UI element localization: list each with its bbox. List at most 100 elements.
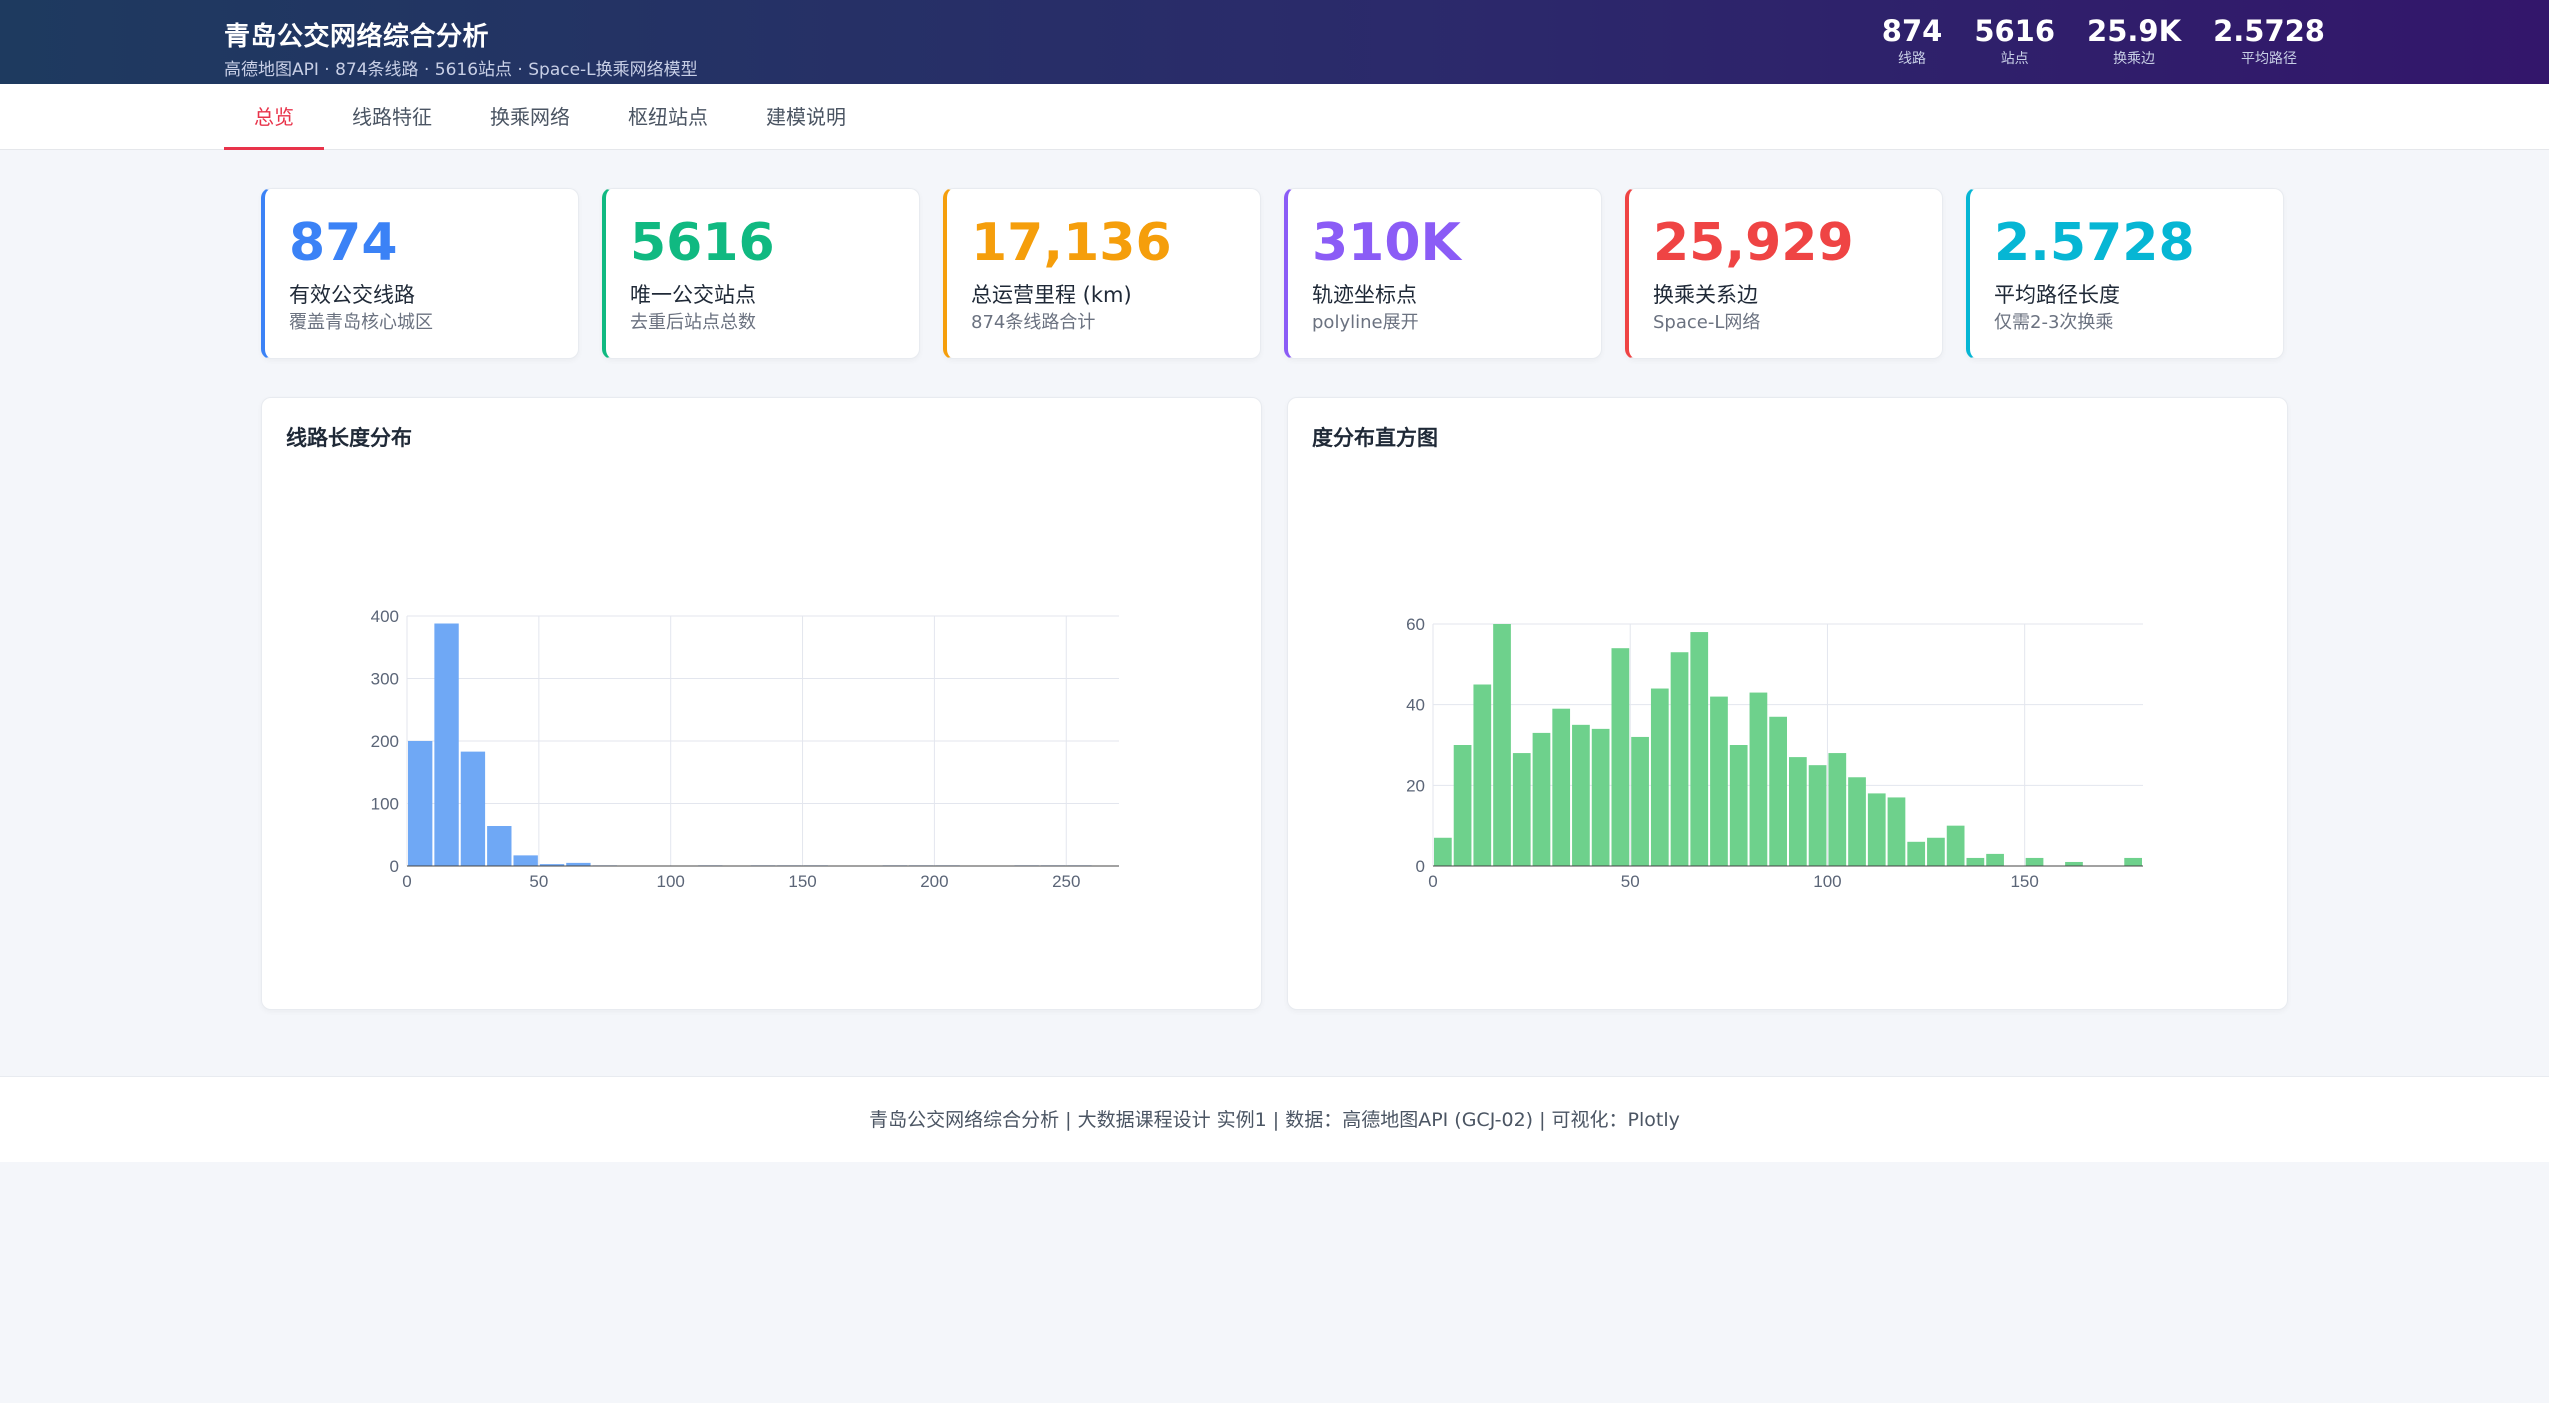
app-title: 青岛公交网络综合分析 <box>224 22 490 52</box>
histogram-bar[interactable] <box>1848 777 1866 866</box>
histogram-bar[interactable] <box>1670 652 1689 866</box>
histogram-bar[interactable] <box>513 855 538 866</box>
panel-title: 度分布直方图 <box>1312 426 1438 450</box>
histogram-bar[interactable] <box>1808 765 1827 866</box>
histogram-bar[interactable] <box>1729 745 1748 866</box>
tab-hub-stations[interactable]: 枢纽站点 <box>628 105 708 129</box>
header-stat-label: 换乘边 <box>2113 51 2156 67</box>
y-tick-label: 0 <box>1416 857 1425 876</box>
tab-transfer-network[interactable]: 换乘网络 <box>490 105 570 129</box>
panel-title: 线路长度分布 <box>286 426 412 450</box>
stat-card-subtext: 去重后站点总数 <box>630 312 756 333</box>
stat-card-subtext: polyline展开 <box>1312 312 1419 333</box>
header-stat-routes: 874 线路 <box>1882 14 1943 68</box>
stat-card-trajectory-points: 310K 轨迹坐标点 polyline展开 <box>1284 188 1602 359</box>
histogram-bar[interactable] <box>566 862 591 866</box>
histogram-bar[interactable] <box>487 826 512 866</box>
header-stat-edges: 25.9K 换乘边 <box>2087 14 2181 68</box>
histogram-bar[interactable] <box>2065 861 2083 866</box>
stat-card-value: 874 <box>289 213 398 273</box>
histogram-bar[interactable] <box>1749 692 1768 866</box>
histogram-bar[interactable] <box>1572 724 1590 866</box>
histogram-bar[interactable] <box>460 751 486 866</box>
histogram-bar[interactable] <box>539 864 565 866</box>
histogram-bar[interactable] <box>1650 688 1669 866</box>
header-stat-value: 2.5728 <box>2213 14 2325 48</box>
histogram-bar[interactable] <box>1631 736 1649 866</box>
histogram-bar[interactable] <box>1907 841 1926 866</box>
header-stat-value: 5616 <box>1974 14 2056 48</box>
stat-card-subtext: 874条线路合计 <box>971 312 1096 333</box>
stat-card-subtext: 仅需2-3次换乘 <box>1994 312 2114 333</box>
histogram-bar[interactable] <box>1946 825 1965 866</box>
histogram-bar[interactable] <box>1611 648 1630 866</box>
histogram-bar[interactable] <box>1512 753 1531 866</box>
brand: 青岛公交网络综合分析 高德地图API · 874条线路 · 5616站点 · S… <box>224 16 698 80</box>
stat-card-label: 平均路径长度 <box>1994 283 2120 307</box>
header-stat-value: 874 <box>1881 14 1943 48</box>
y-tick-label: 300 <box>371 670 399 689</box>
histogram-bar[interactable] <box>1552 708 1571 866</box>
histogram-bar[interactable] <box>1769 716 1787 866</box>
degree-distribution-histogram[interactable]: 0 20 40 60 0 50 100 150 <box>1288 398 2289 1011</box>
histogram-bar[interactable] <box>1690 632 1709 866</box>
degree-distribution-panel: 度分布直方图 0 20 40 60 0 50 100 150 <box>1287 397 2288 1010</box>
stat-card-label: 有效公交线路 <box>289 283 415 307</box>
histogram-bar[interactable] <box>1828 753 1847 866</box>
app-header: 青岛公交网络综合分析 高德地图API · 874条线路 · 5616站点 · S… <box>0 0 2549 84</box>
header-stat-label: 平均路径 <box>2241 51 2298 67</box>
page-footer: 青岛公交网络综合分析 | 大数据课程设计 实例1 | 数据：高德地图API (G… <box>0 1076 2549 1162</box>
histogram-bar[interactable] <box>2025 857 2044 866</box>
histogram-bar[interactable] <box>1867 793 1886 866</box>
stat-card-value: 17,136 <box>971 213 1172 273</box>
histogram-bar[interactable] <box>1493 624 1511 866</box>
stat-card-mileage: 17,136 总运营里程 (km) 874条线路合计 <box>943 188 1261 359</box>
tab-modeling-notes[interactable]: 建模说明 <box>766 105 846 129</box>
stat-card-routes: 874 有效公交线路 覆盖青岛核心城区 <box>261 188 579 359</box>
x-tick-label: 0 <box>1428 872 1437 891</box>
header-stat-label: 线路 <box>1898 51 1927 67</box>
route-length-histogram[interactable]: 0 100 200 300 400 0 50 100 150 200 250 <box>262 398 1263 1011</box>
header-stat-stops: 5616 站点 <box>1974 14 2055 68</box>
histogram-bar[interactable] <box>1473 684 1492 867</box>
histogram-bar[interactable] <box>1986 853 2004 866</box>
app-subtitle: 高德地图API · 874条线路 · 5616站点 · Space-L换乘网络模… <box>224 60 698 80</box>
stat-card-label: 唯一公交站点 <box>630 283 756 307</box>
stat-card-transfer-edges: 25,929 换乘关系边 Space-L网络 <box>1625 188 1943 359</box>
tab-overview[interactable]: 总览 <box>224 84 324 150</box>
histogram-bar[interactable] <box>1591 728 1610 866</box>
histogram-bar[interactable] <box>1532 732 1551 866</box>
x-tick-label: 50 <box>529 872 548 891</box>
histogram-bar[interactable] <box>1453 745 1472 866</box>
x-tick-label: 200 <box>920 872 948 891</box>
histogram-bar[interactable] <box>1966 857 1985 866</box>
header-stat-path: 2.5728 平均路径 <box>2213 14 2325 68</box>
histogram-bar[interactable] <box>408 741 433 866</box>
x-tick-label: 100 <box>1813 872 1841 891</box>
stat-card-value: 25,929 <box>1653 213 1854 273</box>
histogram-bar[interactable] <box>1927 837 1945 866</box>
histogram-bar[interactable] <box>1434 837 1452 866</box>
y-tick-label: 0 <box>390 857 399 876</box>
tab-route-features[interactable]: 线路特征 <box>352 105 432 129</box>
header-stats: 874 线路 5616 站点 25.9K 换乘边 2.5728 平均路径 <box>1882 14 2325 68</box>
stat-card-label: 总运营里程 (km) <box>971 283 1132 307</box>
x-tick-label: 150 <box>2010 872 2038 891</box>
y-tick-label: 60 <box>1406 615 1425 634</box>
stat-card-stops: 5616 唯一公交站点 去重后站点总数 <box>602 188 920 359</box>
x-tick-label: 250 <box>1052 872 1080 891</box>
x-tick-label: 0 <box>402 872 411 891</box>
histogram-bar[interactable] <box>1710 696 1728 866</box>
stat-card-subtext: 覆盖青岛核心城区 <box>289 312 433 333</box>
tab-bar: 总览 线路特征 换乘网络 枢纽站点 建模说明 <box>0 84 2549 150</box>
histogram-bar[interactable] <box>1887 797 1906 866</box>
y-tick-label: 200 <box>371 732 399 751</box>
histogram-bar[interactable] <box>1789 757 1807 866</box>
x-tick-label: 50 <box>1621 872 1640 891</box>
x-tick-label: 100 <box>657 872 685 891</box>
y-tick-label: 100 <box>371 795 399 814</box>
histogram-bar[interactable] <box>2124 857 2142 866</box>
histogram-bar[interactable] <box>434 623 459 867</box>
y-tick-label: 20 <box>1406 776 1425 795</box>
stat-card-avg-path: 2.5728 平均路径长度 仅需2-3次换乘 <box>1966 188 2284 359</box>
